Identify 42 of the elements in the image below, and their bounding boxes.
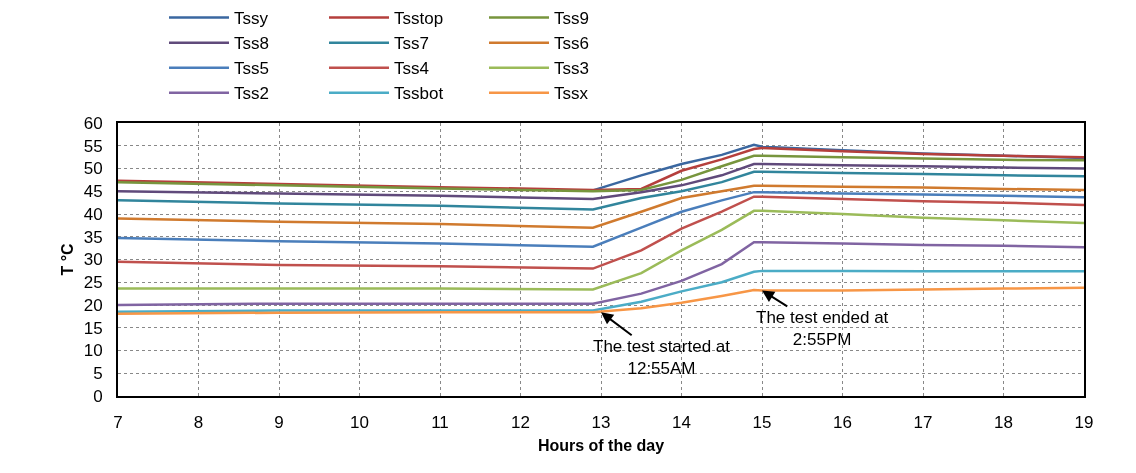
x-tick-label: 10 xyxy=(350,413,369,433)
x-tick-label: 11 xyxy=(431,413,449,433)
legend-label: Tssbot xyxy=(394,84,444,104)
legend-label: Tss8 xyxy=(234,34,269,54)
y-tick-label: 30 xyxy=(83,250,103,270)
x-tick-label: 18 xyxy=(994,413,1013,433)
x-tick-label: 15 xyxy=(752,413,772,433)
x-tick-label: 16 xyxy=(833,413,852,433)
legend-label: Tss6 xyxy=(554,34,589,54)
x-axis-title: Hours of the day xyxy=(537,436,665,454)
y-tick-label: 15 xyxy=(83,318,103,338)
x-tick-label: 12 xyxy=(511,413,530,433)
legend-label: Tssx xyxy=(554,84,589,104)
y-axis-title: T °C xyxy=(59,242,77,276)
legend-label: Tss5 xyxy=(234,59,269,79)
legend-label: Tssy xyxy=(234,9,269,29)
y-tick-label: 0 xyxy=(93,386,103,406)
legend-label: Tss2 xyxy=(234,84,269,104)
annotation: The test ended at 2:55PM xyxy=(756,308,889,350)
x-tick-label: 19 xyxy=(1074,413,1094,433)
x-tick-label: 13 xyxy=(591,413,611,433)
legend-label: Tss3 xyxy=(554,59,589,79)
x-tick-label: 7 xyxy=(113,413,123,433)
x-tick-label: 9 xyxy=(274,413,284,433)
y-tick-label: 40 xyxy=(83,204,103,224)
legend-label: Tss7 xyxy=(394,34,429,54)
legend-label: Tss9 xyxy=(554,9,589,29)
x-tick-label: 14 xyxy=(672,413,691,433)
y-tick-label: 25 xyxy=(83,273,103,293)
annotation: The test started at 12:55AM xyxy=(593,337,731,379)
y-tick-label: 35 xyxy=(83,227,103,247)
y-tick-label: 10 xyxy=(83,341,103,361)
x-tick-label: 17 xyxy=(913,413,933,433)
legend-label: Tsstop xyxy=(394,9,444,29)
y-tick-label: 5 xyxy=(93,364,103,384)
y-tick-label: 55 xyxy=(83,136,103,156)
legend-label: Tss4 xyxy=(394,59,429,79)
x-tick-label: 8 xyxy=(193,413,204,433)
y-tick-label: 20 xyxy=(83,295,103,315)
y-tick-label: 60 xyxy=(83,113,103,133)
y-tick-label: 45 xyxy=(83,182,103,202)
y-tick-label: 50 xyxy=(83,159,103,179)
